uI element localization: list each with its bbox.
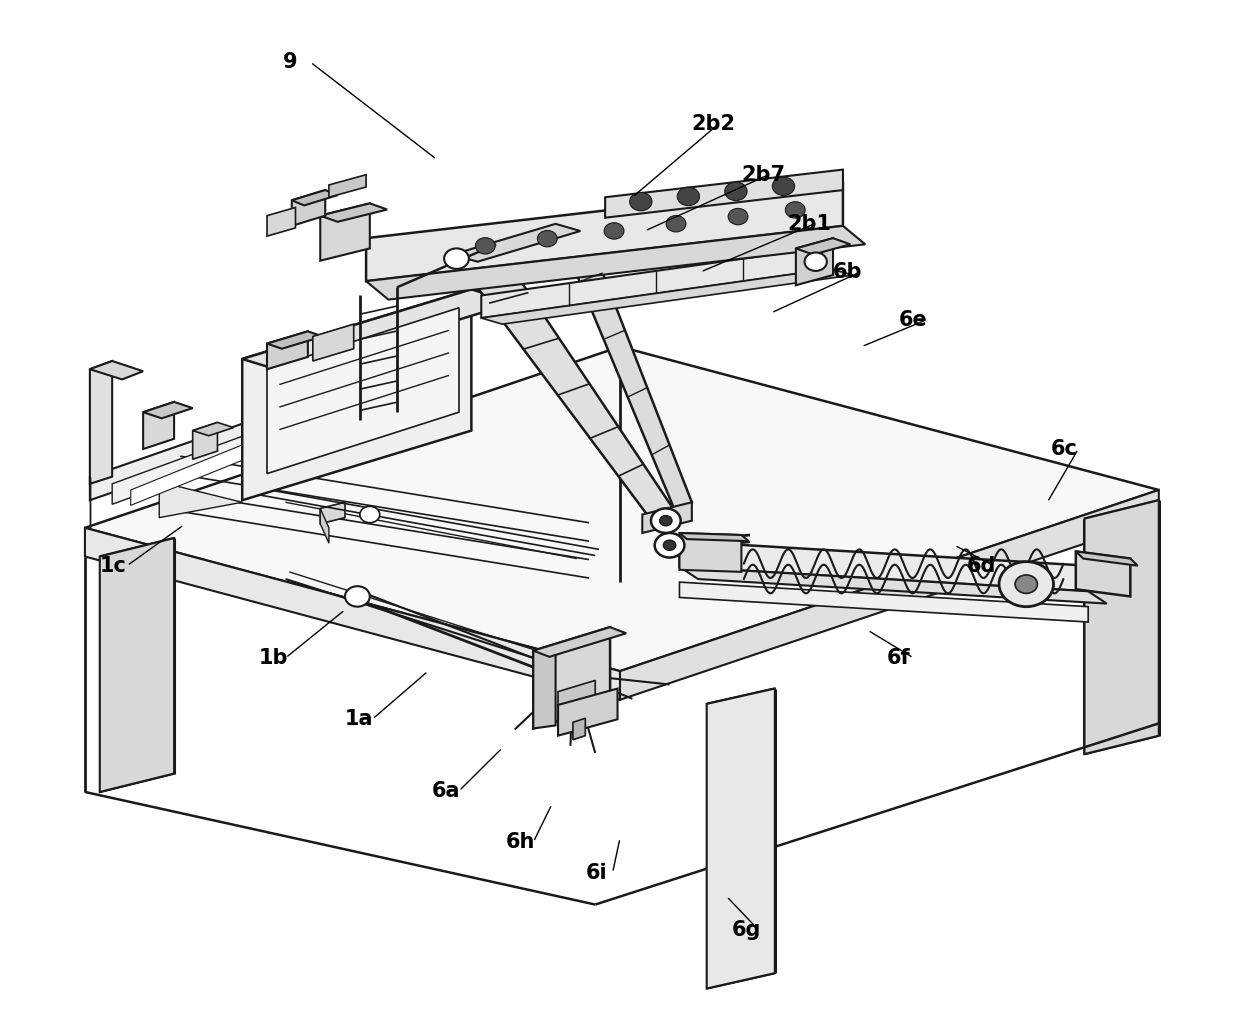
Text: 6i: 6i [585, 863, 606, 883]
Text: 9: 9 [283, 52, 298, 72]
Text: 6h: 6h [506, 832, 536, 852]
Polygon shape [680, 533, 742, 572]
Text: 6a: 6a [432, 781, 460, 801]
Polygon shape [84, 346, 1159, 671]
Text: 2b1: 2b1 [787, 214, 831, 234]
Text: 2b7: 2b7 [742, 165, 785, 184]
Polygon shape [680, 541, 1089, 591]
Text: 6b: 6b [833, 262, 863, 282]
Polygon shape [620, 490, 1159, 700]
Polygon shape [1076, 551, 1138, 566]
Polygon shape [796, 238, 833, 285]
Polygon shape [796, 238, 851, 254]
Polygon shape [481, 269, 853, 324]
Text: 6f: 6f [887, 648, 910, 668]
Polygon shape [707, 689, 775, 988]
Polygon shape [320, 502, 345, 524]
Text: 6d: 6d [967, 556, 996, 576]
Polygon shape [130, 400, 353, 505]
Polygon shape [267, 207, 295, 236]
Polygon shape [329, 174, 366, 197]
Polygon shape [267, 331, 308, 369]
Circle shape [660, 516, 672, 526]
Polygon shape [680, 533, 749, 541]
Polygon shape [320, 203, 370, 260]
Polygon shape [680, 567, 1107, 604]
Polygon shape [159, 482, 242, 518]
Polygon shape [192, 422, 217, 459]
Text: 1a: 1a [345, 709, 373, 729]
Text: 1c: 1c [99, 556, 126, 576]
Polygon shape [558, 681, 595, 731]
Circle shape [773, 177, 795, 196]
Polygon shape [1085, 500, 1159, 754]
Polygon shape [89, 361, 143, 379]
Text: 1b: 1b [258, 648, 288, 668]
Polygon shape [112, 390, 370, 504]
Circle shape [360, 506, 379, 523]
Polygon shape [481, 246, 831, 318]
Text: 6e: 6e [899, 310, 928, 330]
Polygon shape [1076, 551, 1131, 597]
Polygon shape [605, 169, 843, 217]
Polygon shape [573, 719, 585, 740]
Polygon shape [453, 244, 676, 525]
Polygon shape [320, 203, 387, 221]
Polygon shape [453, 223, 580, 261]
Circle shape [655, 533, 684, 558]
Polygon shape [556, 215, 692, 512]
Polygon shape [89, 361, 112, 484]
Circle shape [663, 540, 676, 550]
Polygon shape [99, 538, 174, 792]
Circle shape [725, 182, 746, 201]
Circle shape [999, 562, 1054, 607]
Circle shape [677, 188, 699, 206]
Polygon shape [143, 402, 192, 418]
Circle shape [345, 586, 370, 607]
Polygon shape [291, 190, 337, 205]
Polygon shape [533, 627, 626, 657]
Polygon shape [320, 508, 329, 543]
Circle shape [475, 238, 495, 254]
Circle shape [630, 193, 652, 211]
Polygon shape [291, 190, 325, 226]
Circle shape [666, 215, 686, 232]
Polygon shape [533, 627, 610, 729]
Circle shape [444, 248, 469, 269]
Text: 2b2: 2b2 [692, 114, 735, 133]
Polygon shape [267, 308, 459, 474]
Polygon shape [558, 689, 618, 736]
Polygon shape [89, 374, 384, 500]
Polygon shape [192, 422, 233, 436]
Polygon shape [533, 648, 556, 729]
Polygon shape [143, 402, 174, 449]
Text: 6c: 6c [1052, 439, 1078, 459]
Circle shape [604, 222, 624, 239]
Circle shape [805, 252, 827, 271]
Circle shape [537, 231, 557, 247]
Polygon shape [242, 289, 471, 500]
Polygon shape [642, 502, 692, 533]
Circle shape [728, 208, 748, 224]
Circle shape [785, 202, 805, 218]
Circle shape [651, 508, 681, 533]
Polygon shape [366, 226, 866, 299]
Circle shape [1016, 575, 1038, 593]
Polygon shape [366, 182, 843, 281]
Polygon shape [84, 528, 620, 700]
Text: 6g: 6g [732, 920, 761, 940]
Polygon shape [267, 331, 322, 348]
Polygon shape [242, 289, 515, 372]
Polygon shape [312, 324, 353, 361]
Polygon shape [680, 582, 1089, 622]
